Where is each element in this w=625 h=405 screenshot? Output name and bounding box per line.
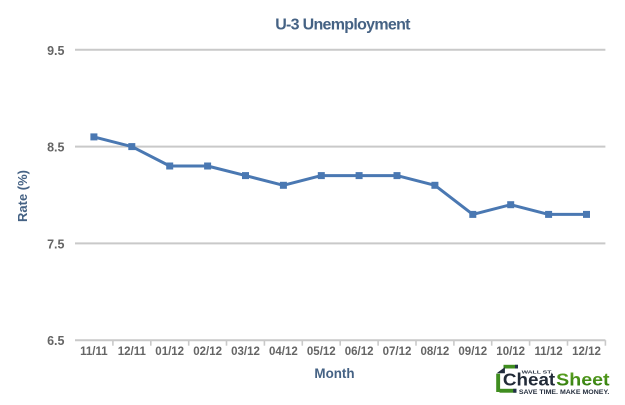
svg-text:8.5: 8.5 xyxy=(47,141,64,155)
svg-text:WALL ST.: WALL ST. xyxy=(522,370,553,376)
svg-text:09/12: 09/12 xyxy=(458,346,487,358)
svg-text:SAVE TIME. MAKE MONEY.: SAVE TIME. MAKE MONEY. xyxy=(519,390,610,396)
svg-text:04/12: 04/12 xyxy=(269,346,298,358)
svg-text:03/12: 03/12 xyxy=(231,346,260,358)
svg-text:12/11: 12/11 xyxy=(118,346,147,358)
svg-text:11/12: 11/12 xyxy=(535,346,563,358)
svg-text:10/12: 10/12 xyxy=(496,346,525,358)
svg-text:6.5: 6.5 xyxy=(47,334,64,348)
svg-text:7.5: 7.5 xyxy=(47,237,64,251)
svg-text:9.5: 9.5 xyxy=(47,44,64,58)
svg-text:Sheet: Sheet xyxy=(556,370,610,390)
svg-text:Rate (%): Rate (%) xyxy=(15,170,30,222)
svg-text:06/12: 06/12 xyxy=(345,346,374,358)
svg-text:U-3 Unemployment: U-3 Unemployment xyxy=(275,17,411,34)
svg-text:Cheat: Cheat xyxy=(503,370,555,390)
svg-text:12/12: 12/12 xyxy=(572,346,601,358)
svg-text:08/12: 08/12 xyxy=(421,346,450,358)
svg-text:05/12: 05/12 xyxy=(307,346,336,358)
svg-text:11/11: 11/11 xyxy=(80,346,108,358)
svg-text:01/12: 01/12 xyxy=(155,346,184,358)
svg-text:02/12: 02/12 xyxy=(193,346,222,358)
svg-text:Month: Month xyxy=(314,366,354,381)
svg-text:07/12: 07/12 xyxy=(383,346,412,358)
